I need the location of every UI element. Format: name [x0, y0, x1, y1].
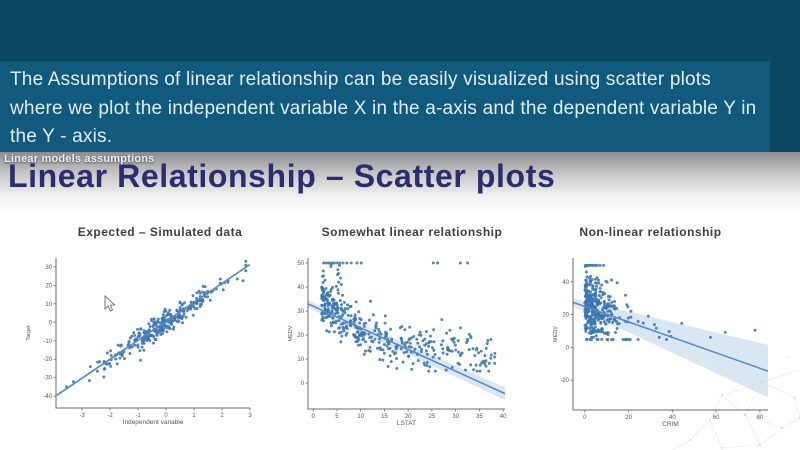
svg-text:-3: -3: [79, 413, 85, 419]
video-header-band: The Assumptions of linear relationship c…: [0, 0, 800, 152]
scatter-plot-somewhat: 0 5 10 15 20 25 30 35 40 50 40 30 20 10 0 LSTAT MEDV: [285, 250, 513, 440]
plot-title-somewhat: Somewhat linear relationship: [321, 225, 503, 239]
svg-text:10: 10: [357, 414, 364, 420]
svg-text:MEDV: MEDV: [553, 326, 559, 342]
caption-line: The Assumptions of linear relationship c…: [10, 69, 711, 90]
svg-text:50: 50: [297, 261, 304, 267]
caption-line: the Y - axis.: [10, 126, 113, 147]
svg-text:20: 20: [562, 313, 569, 319]
svg-text:80: 80: [757, 415, 764, 421]
svg-text:-2: -2: [107, 413, 113, 419]
slide-title: Linear Relationship – Scatter plots: [8, 158, 556, 194]
svg-text:20: 20: [45, 283, 52, 289]
slide-top-gradient: [0, 152, 800, 214]
svg-text:LSTAT: LSTAT: [397, 420, 416, 427]
svg-text:10: 10: [297, 357, 304, 363]
svg-text:0: 0: [301, 381, 305, 387]
svg-text:-40: -40: [43, 394, 52, 400]
mouse-cursor-icon: [104, 295, 116, 312]
svg-text:0: 0: [164, 413, 168, 419]
svg-text:20: 20: [405, 414, 412, 420]
svg-text:MEDV: MEDV: [288, 325, 294, 341]
svg-text:-10: -10: [43, 339, 52, 345]
svg-text:10: 10: [45, 302, 52, 308]
plot-title-expected: Expected – Simulated data: [77, 225, 243, 239]
scatter-plot-nonlinear: 0 20 40 60 80 40 20 0 -20 CRIM MEDV: [550, 250, 795, 440]
svg-text:Independent variable: Independent variable: [123, 419, 184, 426]
svg-text:-30: -30: [43, 376, 52, 382]
svg-text:25: 25: [429, 414, 436, 420]
svg-text:5: 5: [335, 414, 339, 420]
svg-text:40: 40: [297, 285, 304, 291]
lesson-label: Linear models assumptions: [4, 153, 155, 165]
svg-text:30: 30: [297, 309, 304, 315]
svg-text:40: 40: [669, 415, 676, 421]
caption-overlay: The Assumptions of linear relationship c…: [0, 60, 770, 152]
slide-area: Linear models assumptions Linear Relatio…: [0, 152, 800, 450]
scatter-svg-somewhat: 0 5 10 15 20 25 30 35 40 50 40 30 20 10 0 LSTAT MEDV: [288, 258, 507, 427]
svg-text:40: 40: [562, 280, 569, 286]
svg-text:0: 0: [49, 320, 53, 326]
svg-text:0: 0: [583, 415, 587, 421]
svg-text:35: 35: [476, 414, 483, 420]
svg-text:Target: Target: [26, 325, 32, 341]
svg-text:CRIM: CRIM: [662, 421, 679, 428]
svg-text:0: 0: [566, 345, 570, 351]
svg-text:3: 3: [248, 413, 252, 419]
network-watermark-icon: [671, 356, 800, 450]
svg-text:30: 30: [452, 414, 459, 420]
svg-text:0: 0: [312, 414, 316, 420]
svg-text:40: 40: [500, 414, 507, 420]
svg-text:20: 20: [297, 333, 304, 339]
scatter-svg-expected: -3 -2 -1 0 1 2 33020100-10-20-30-40Independent…: [26, 258, 252, 426]
svg-text:2: 2: [220, 413, 224, 419]
plot-title-nonlinear: Non-linear relationship: [579, 225, 722, 239]
svg-text:1: 1: [192, 413, 196, 419]
svg-text:20: 20: [625, 415, 632, 421]
svg-text:-20: -20: [43, 357, 52, 363]
svg-text:30: 30: [45, 265, 52, 271]
scatter-plot-expected: -3 -2 -1 0 1 2 3 30 20 10 0 -10 -20 -30 -40 Independent…: [18, 250, 283, 440]
scatter-svg-nonlinear: 0 20 40 60 80 40 20 0 -20 CRIM MEDV: [553, 258, 768, 428]
svg-text:-1: -1: [135, 413, 141, 419]
svg-text:15: 15: [381, 414, 388, 420]
svg-text:-20: -20: [560, 378, 569, 384]
caption-line: where we plot the independent variable X…: [10, 97, 757, 119]
svg-text:60: 60: [713, 415, 720, 421]
